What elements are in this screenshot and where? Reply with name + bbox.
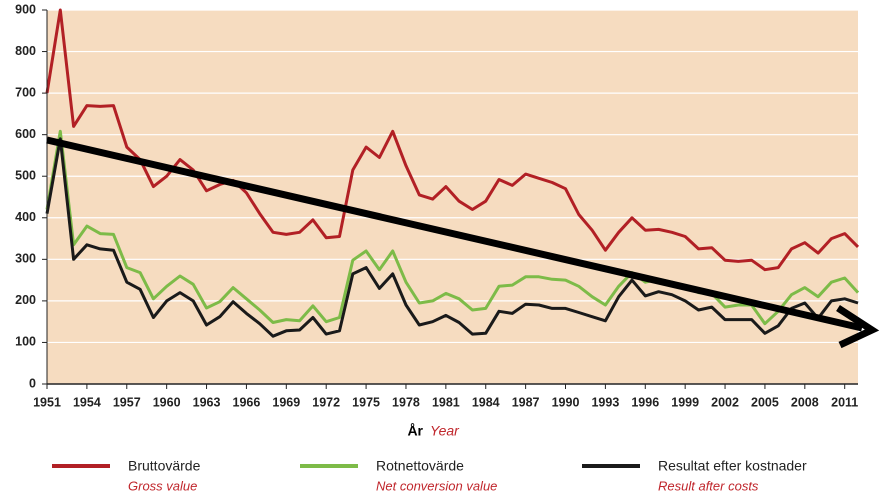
x-tick-label: 1951 [33, 395, 61, 409]
x-tick-label: 1981 [432, 395, 460, 409]
legend-sublabel: Net conversion value [376, 478, 497, 493]
legend-label: Rotnettovärde [376, 458, 464, 474]
x-axis-title-en: Year [430, 423, 460, 439]
x-tick-label: 1993 [591, 395, 619, 409]
trend-arrow [46, 136, 880, 349]
x-tick-label: 1960 [153, 395, 181, 409]
y-tick-label: 0 [29, 376, 36, 390]
legend-label: Bruttovärde [128, 458, 201, 474]
legend-sublabel: Result after costs [658, 478, 759, 493]
trend-line [46, 136, 863, 332]
y-tick-label: 900 [15, 2, 36, 16]
legend-label: Resultat efter kostnader [658, 458, 807, 474]
x-tick-label: 2011 [831, 395, 858, 409]
y-tick-label: 200 [15, 293, 36, 307]
arrow-head [836, 305, 880, 349]
x-tick-label: 1963 [193, 395, 221, 409]
plot-background [47, 10, 858, 384]
x-tick-label: 1969 [272, 395, 300, 409]
x-tick-label: 2002 [711, 395, 739, 409]
y-tick-label: 500 [15, 169, 36, 183]
x-tick-label: 1954 [73, 395, 101, 409]
series-line [45, 137, 859, 338]
y-tick-label: 100 [15, 335, 36, 349]
series-line [45, 129, 860, 326]
x-tick-label: 1999 [671, 395, 699, 409]
x-tick-label: 1972 [312, 395, 340, 409]
series-line [45, 8, 860, 272]
x-tick-label: 1978 [392, 395, 420, 409]
y-tick-label: 600 [15, 127, 36, 141]
x-tick-label: 2008 [791, 395, 819, 409]
y-tick-label: 300 [15, 252, 36, 266]
x-tick-label: 1984 [472, 395, 500, 409]
x-axis-title: År [407, 423, 423, 439]
x-tick-label: 1966 [233, 395, 261, 409]
y-tick-label: 400 [15, 210, 36, 224]
x-tick-label: 1957 [113, 395, 141, 409]
x-tick-label: 1975 [352, 395, 380, 409]
x-tick-label: 1990 [552, 395, 580, 409]
x-tick-label: 1987 [512, 395, 540, 409]
y-tick-label: 700 [15, 85, 36, 99]
y-tick-label: 800 [15, 44, 36, 58]
x-tick-label: 2005 [751, 395, 779, 409]
x-tick-label: 1996 [631, 395, 659, 409]
legend-sublabel: Gross value [128, 478, 197, 493]
